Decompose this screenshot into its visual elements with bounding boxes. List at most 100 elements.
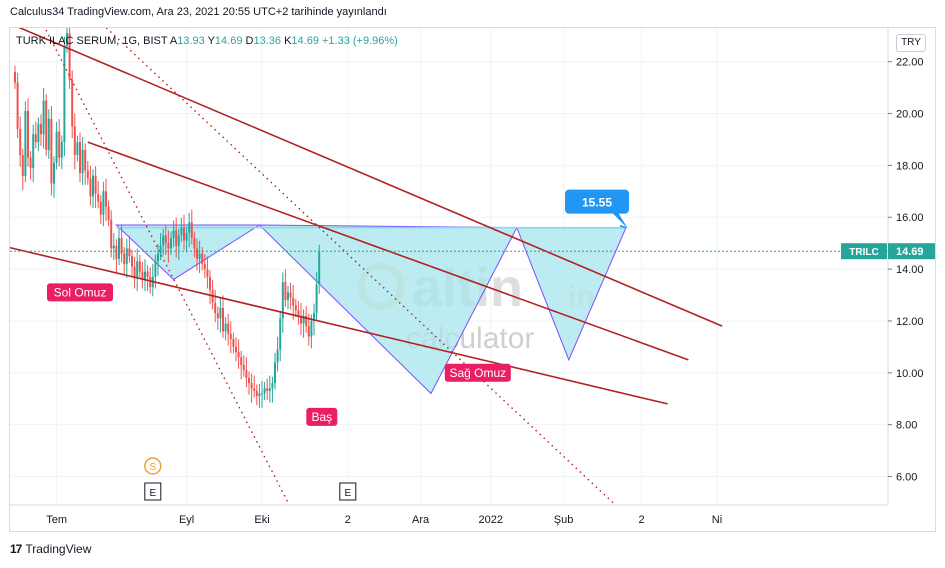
candle-body <box>193 237 196 249</box>
candle-body <box>16 82 19 130</box>
high-value: 14.69 <box>214 35 243 47</box>
candle-body <box>292 297 295 306</box>
footer-brand[interactable]: TradingView <box>25 542 92 556</box>
candle-body <box>250 383 253 389</box>
pattern-label-box <box>306 407 338 426</box>
candle-body <box>242 365 245 371</box>
candle-body <box>66 33 68 47</box>
candle-body <box>219 307 222 319</box>
chart-frame <box>9 27 936 532</box>
candle-body <box>73 126 76 156</box>
candle-body <box>102 191 105 215</box>
price-tick-label: 16.00 <box>896 212 924 224</box>
candle-body <box>268 388 271 391</box>
candle-body <box>185 232 188 241</box>
candle-body <box>206 269 209 277</box>
candle-body <box>263 388 266 394</box>
candle-body <box>112 245 115 249</box>
candle-body <box>203 263 206 270</box>
candle-body <box>58 131 61 158</box>
currency-button[interactable]: TRY <box>896 34 926 52</box>
candle-body <box>227 323 230 334</box>
candle-body <box>110 219 113 249</box>
candle-body <box>32 134 35 168</box>
candle-body <box>24 110 27 176</box>
candle-body <box>47 118 50 150</box>
candle-body <box>99 201 102 215</box>
last-price-value: 14.69 <box>896 246 924 258</box>
candle-body <box>159 245 162 254</box>
symbol-name[interactable]: TURK ILAC SERUM, 1G, BIST <box>16 35 168 47</box>
candle-body <box>79 142 81 174</box>
time-tick-label: Eki <box>254 514 269 526</box>
candle-body <box>164 235 167 244</box>
candle-body <box>177 235 180 246</box>
target-callout <box>565 189 629 214</box>
candle-body <box>170 237 172 249</box>
candle-body <box>34 134 37 143</box>
candle-body <box>136 261 139 277</box>
price-tick-label: 20.00 <box>896 109 924 121</box>
trend-line <box>18 28 723 327</box>
time-tick-label: Tem <box>46 514 67 526</box>
candle-body <box>27 110 29 158</box>
candle-body <box>125 248 128 264</box>
candle-body <box>180 227 183 236</box>
candle-body <box>76 142 79 156</box>
candle-body <box>276 349 279 363</box>
time-tick-label: 2022 <box>479 514 503 526</box>
earnings-marker-text: E <box>149 488 156 499</box>
dividend-marker-icon <box>144 457 162 475</box>
time-tick-label: Ara <box>412 514 430 526</box>
candle-body <box>92 175 94 197</box>
candle-body <box>201 253 204 264</box>
pattern-label: Baş <box>311 410 332 424</box>
candle-body <box>188 222 191 233</box>
candle-body <box>302 315 305 324</box>
target-callout-tail <box>612 212 628 229</box>
trend-line <box>10 246 668 405</box>
candle-body <box>284 282 287 301</box>
candle-body <box>133 266 136 277</box>
high-label: Y <box>207 35 215 47</box>
symbol-legend: TURK ILAC SERUM, 1G, BIST A13.93 Y14.69 … <box>16 35 398 47</box>
candle-body <box>60 142 63 158</box>
candle-body <box>235 346 237 353</box>
candle-body <box>224 323 227 332</box>
candle-body <box>146 271 149 277</box>
candle-body <box>53 162 55 184</box>
candle-body <box>245 370 248 378</box>
pattern-label-box <box>444 363 511 382</box>
candle-body <box>258 393 261 397</box>
published-header: Calculus34 TradingView.com, Ara 23, 2021… <box>10 6 387 18</box>
earnings-marker-text: E <box>344 488 351 499</box>
candle-body <box>248 377 250 384</box>
candle-body <box>310 320 313 337</box>
pattern-triangle <box>115 224 262 281</box>
candle-body <box>198 253 201 259</box>
candle-body <box>162 235 165 246</box>
candle-body <box>313 313 315 321</box>
candle-body <box>172 230 175 238</box>
candle-body <box>42 100 45 135</box>
candle-body <box>209 276 211 290</box>
pattern-label: Sol Omuz <box>54 285 107 299</box>
candle-body <box>297 310 300 316</box>
candle-body <box>222 307 224 332</box>
candle-body <box>266 388 269 391</box>
candle-body <box>89 178 92 197</box>
candle-body <box>253 388 256 391</box>
candle-body <box>118 237 120 259</box>
candle-body <box>131 256 133 267</box>
candle-body <box>123 253 126 264</box>
open-label: A <box>169 35 178 47</box>
candle-body <box>167 243 170 249</box>
candle-body <box>214 302 217 314</box>
price-tick-label: 8.00 <box>896 420 917 432</box>
candle-body <box>149 276 152 288</box>
candle-body <box>255 390 258 397</box>
candle-body <box>55 131 58 163</box>
last-price-tag <box>888 243 935 260</box>
dividend-marker-text: S <box>149 462 156 473</box>
